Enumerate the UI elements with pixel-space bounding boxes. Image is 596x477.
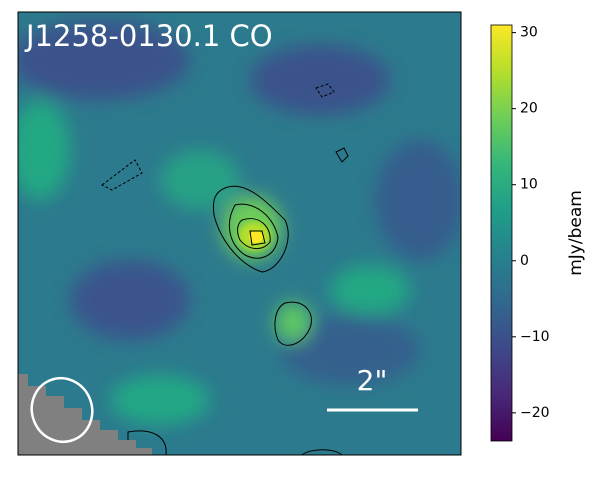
- colorbar-tick-label: 30: [520, 25, 538, 41]
- title: J1258-0130.1 CO: [24, 19, 273, 53]
- colorbar: [490, 24, 513, 442]
- frame: [17, 11, 462, 456]
- colorbar-tick-label: 20: [520, 101, 538, 117]
- colorbar-label: mJy/beam: [566, 190, 586, 276]
- scale-label: 2": [357, 364, 388, 397]
- colorbar-tick-label: 10: [520, 177, 538, 193]
- colorbar-tick-label: −20: [520, 405, 550, 421]
- colorbar-tick-label: −10: [520, 329, 550, 345]
- beam: [30, 376, 94, 444]
- map: [18, 12, 461, 455]
- colorbar-tick-label: 0: [520, 253, 529, 269]
